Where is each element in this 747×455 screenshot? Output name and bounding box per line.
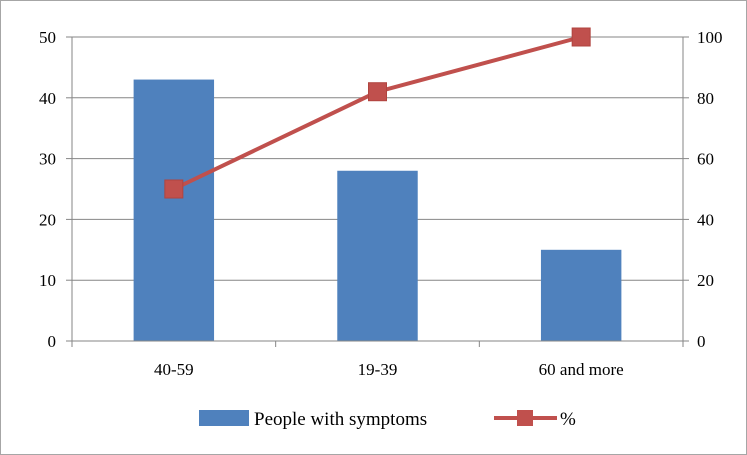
bar-19-39 bbox=[337, 170, 418, 341]
x-tick-label: 60 and more bbox=[539, 360, 624, 379]
right-tick-label: 80 bbox=[697, 89, 714, 108]
right-tick-label: 20 bbox=[697, 271, 714, 290]
x-tick-label: 19-39 bbox=[358, 360, 398, 379]
right-tick-label: 0 bbox=[697, 332, 706, 351]
percent-point-19-39 bbox=[368, 82, 387, 102]
left-tick-label: 50 bbox=[39, 28, 56, 47]
legend: People with symptoms% bbox=[199, 409, 576, 430]
legend-label-bar: People with symptoms bbox=[254, 409, 427, 430]
right-tick-label: 40 bbox=[697, 210, 714, 229]
legend-marker-square bbox=[517, 410, 533, 426]
line-series bbox=[164, 27, 591, 199]
tick-labels: 0 10 20 30 40 50 0 20 40 60 80 100 40-59 19-39 60 and … bbox=[39, 28, 723, 379]
legend-swatch-bar bbox=[199, 410, 249, 426]
bar-series bbox=[133, 79, 622, 341]
axes bbox=[66, 36, 689, 347]
left-tick-label: 0 bbox=[48, 332, 57, 351]
left-tick-label: 20 bbox=[39, 210, 56, 229]
bar-40-59 bbox=[133, 79, 215, 341]
left-tick-label: 40 bbox=[39, 89, 56, 108]
percent-point-60-and-more bbox=[571, 27, 591, 47]
x-tick-label: 40-59 bbox=[154, 360, 194, 379]
right-tick-label: 60 bbox=[697, 150, 714, 169]
percent-point-40-59 bbox=[164, 179, 184, 199]
bar-60-and-more bbox=[540, 249, 622, 341]
left-tick-label: 10 bbox=[39, 271, 56, 290]
left-tick-label: 30 bbox=[39, 150, 56, 169]
right-tick-label: 100 bbox=[697, 28, 723, 47]
percent-line bbox=[172, 35, 582, 191]
legend-label-line: % bbox=[560, 409, 576, 430]
